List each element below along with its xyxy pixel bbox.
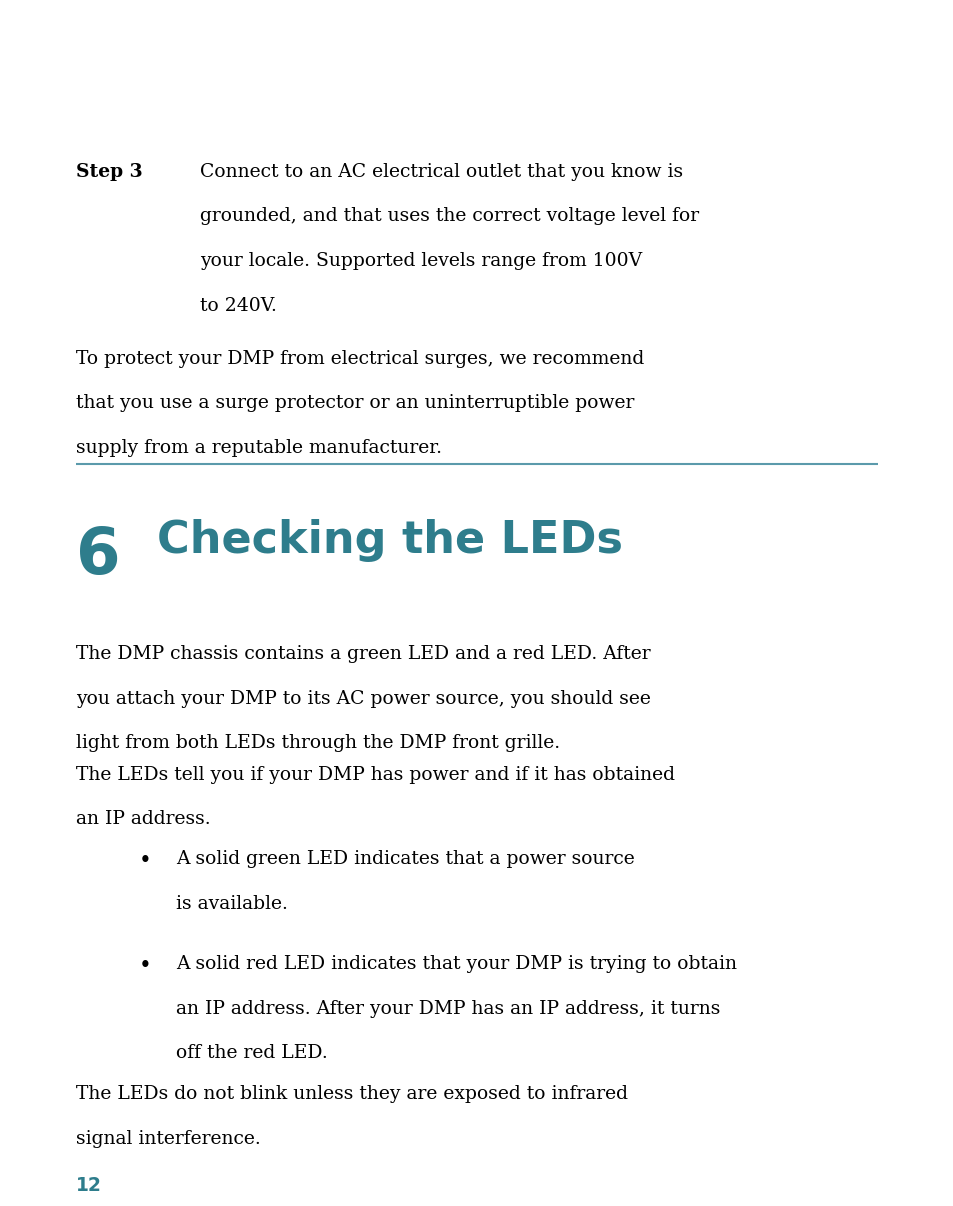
Text: to 240V.: to 240V. [200,297,277,315]
Text: supply from a reputable manufacturer.: supply from a reputable manufacturer. [76,439,442,457]
Text: an IP address.: an IP address. [76,810,211,829]
Text: Connect to an AC electrical outlet that you know is: Connect to an AC electrical outlet that … [200,163,682,181]
Text: •: • [138,955,151,977]
Text: Checking the LEDs: Checking the LEDs [157,519,622,562]
Text: is available.: is available. [176,895,288,913]
Text: The LEDs tell you if your DMP has power and if it has obtained: The LEDs tell you if your DMP has power … [76,766,675,784]
Text: signal interference.: signal interference. [76,1130,261,1148]
Text: The LEDs do not blink unless they are exposed to infrared: The LEDs do not blink unless they are ex… [76,1085,628,1103]
Text: that you use a surge protector or an uninterruptible power: that you use a surge protector or an uni… [76,394,634,412]
Text: To protect your DMP from electrical surges, we recommend: To protect your DMP from electrical surg… [76,350,644,368]
Text: an IP address. After your DMP has an IP address, it turns: an IP address. After your DMP has an IP … [176,1000,720,1018]
Text: •: • [138,850,151,872]
Text: you attach your DMP to its AC power source, you should see: you attach your DMP to its AC power sour… [76,690,651,708]
Text: off the red LED.: off the red LED. [176,1044,328,1062]
Text: grounded, and that uses the correct voltage level for: grounded, and that uses the correct volt… [200,207,699,226]
Text: A solid green LED indicates that a power source: A solid green LED indicates that a power… [176,850,635,868]
Text: 6: 6 [76,525,121,586]
Text: 12: 12 [76,1176,102,1195]
Text: your locale. Supported levels range from 100V: your locale. Supported levels range from… [200,252,641,270]
Text: A solid red LED indicates that your DMP is trying to obtain: A solid red LED indicates that your DMP … [176,955,737,973]
Text: The DMP chassis contains a green LED and a red LED. After: The DMP chassis contains a green LED and… [76,645,650,663]
Text: light from both LEDs through the DMP front grille.: light from both LEDs through the DMP fro… [76,734,559,753]
Text: Step 3: Step 3 [76,163,143,181]
